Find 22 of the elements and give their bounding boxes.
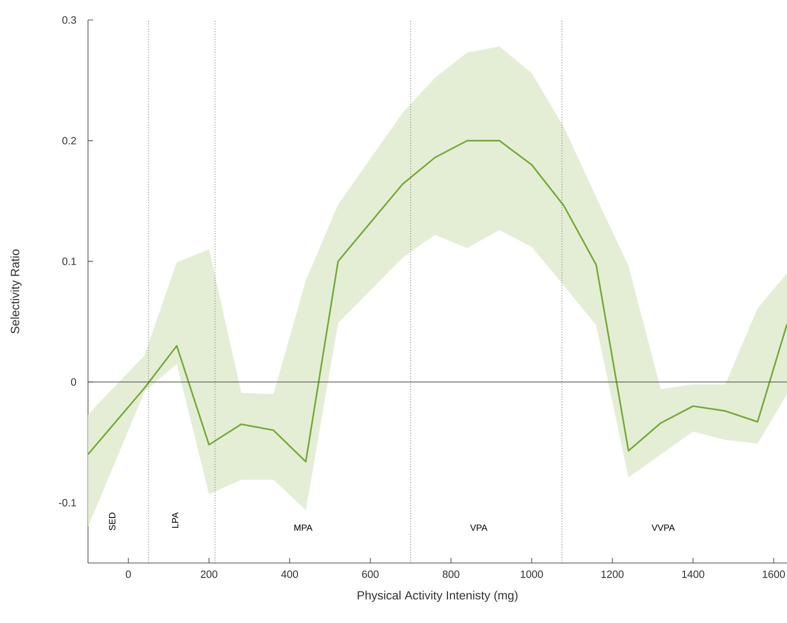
annotation: SED bbox=[109, 512, 116, 530]
y-tick-label: -0.1 bbox=[58, 498, 76, 506]
y-tick-label: 0.1 bbox=[62, 258, 76, 266]
x-tick-label: 1600 bbox=[762, 570, 785, 578]
x-tick-label: 400 bbox=[281, 570, 298, 578]
x-tick-label: 0 bbox=[126, 570, 131, 578]
y-tick-label: 0.2 bbox=[62, 136, 76, 144]
x-tick-label: 200 bbox=[200, 570, 218, 578]
x-tick-label: 1400 bbox=[682, 570, 704, 578]
annotation: VPA bbox=[470, 524, 488, 531]
annotation: LPA bbox=[172, 512, 178, 528]
annotation: MPA bbox=[294, 524, 312, 531]
x-tick-label: 1200 bbox=[602, 570, 624, 578]
y-axis-title: Selectivity Ratio bbox=[10, 250, 22, 334]
x-tick-label: 1000 bbox=[520, 570, 543, 578]
y-tick-label: 0.3 bbox=[62, 16, 76, 24]
x-tick-label: 800 bbox=[442, 570, 460, 578]
annotation: VVPA bbox=[652, 524, 675, 531]
x-tick-label: 600 bbox=[362, 570, 379, 578]
line-series bbox=[87, 140, 787, 462]
y-tick-label: 0 bbox=[71, 378, 76, 386]
x-axis-title: Physical Activity Intenisty (mg) bbox=[358, 590, 518, 602]
